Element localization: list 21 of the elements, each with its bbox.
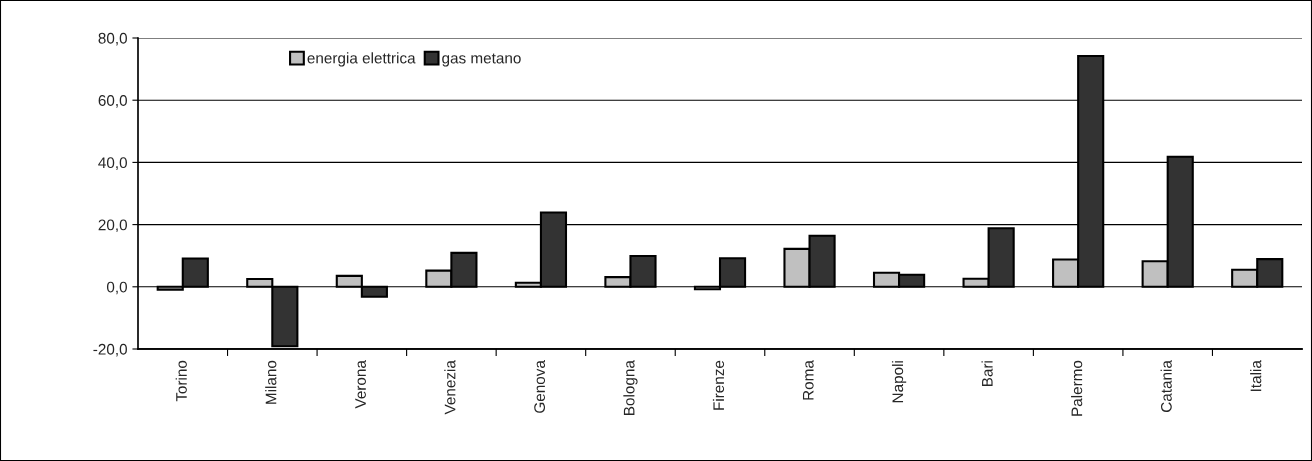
x-tick-label: Bologna: [623, 360, 638, 415]
x-tick-label: Catania: [1160, 360, 1172, 412]
y-tick-label: 80,0: [98, 32, 127, 46]
y-tick-label: 0,0: [106, 281, 127, 295]
x-tick-label: Napoli: [891, 361, 907, 403]
legend-label: gas metano: [442, 53, 521, 67]
x-tick-label: Milano: [265, 360, 277, 404]
x-tick-label: Genova: [534, 360, 546, 413]
legend-label: energia elettrica: [307, 52, 416, 67]
x-tick-label: Bari: [981, 361, 993, 387]
x-tick-label: Roma: [802, 360, 814, 400]
x-tick-label: Verona: [355, 360, 366, 409]
y-tick-label: 20,0: [98, 219, 127, 233]
y-tick-label: -20,0: [93, 343, 127, 357]
y-tick-label: 60,0: [98, 95, 127, 108]
x-tick-label: Italia: [1250, 360, 1262, 391]
x-tick-label: Firenze: [712, 360, 725, 410]
x-tick-label: Palermo: [1071, 360, 1083, 416]
x-tick-label: Venezia: [444, 360, 456, 415]
y-tick-label: 40,0: [98, 157, 127, 170]
x-tick-label: Torino: [175, 360, 187, 402]
